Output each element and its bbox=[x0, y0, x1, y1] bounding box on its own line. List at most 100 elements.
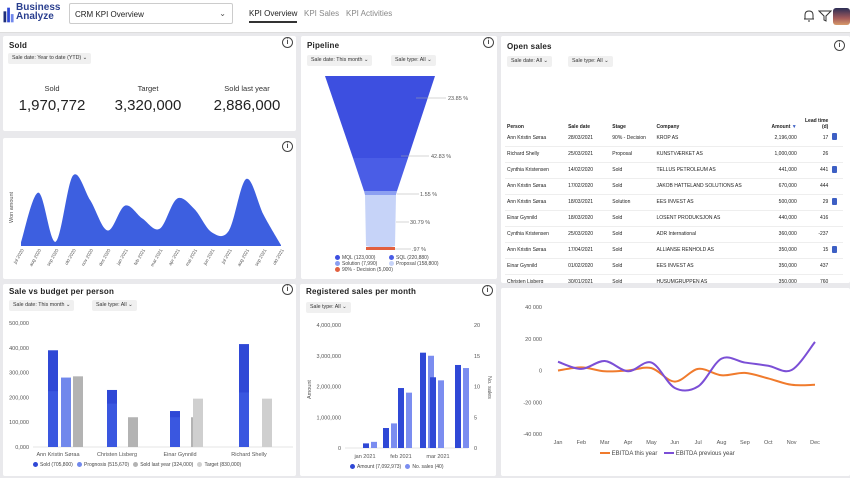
table-row[interactable]: Ann Kristin Søraa 17/02/2020 Sold JAKOB HAT… bbox=[505, 178, 843, 195]
document-icon[interactable] bbox=[832, 197, 838, 205]
bar-amount[interactable] bbox=[383, 428, 389, 448]
bar-no-sales[interactable] bbox=[463, 368, 469, 448]
table-cell: Sold bbox=[610, 210, 655, 227]
table-cell-doc bbox=[830, 226, 843, 243]
registered-sales-panel: Registered sales per month i Sale type: … bbox=[300, 284, 496, 476]
funnel-pct-3: 1.55 % bbox=[420, 192, 437, 198]
y-tick-label: 0 bbox=[338, 446, 341, 452]
table-row[interactable]: Einar Gynnild 18/03/2020 Sold LOSENT PRODUK… bbox=[505, 210, 843, 227]
tab-kpi-overview[interactable]: KPI Overview bbox=[249, 9, 298, 23]
bar-no-sales[interactable] bbox=[371, 441, 377, 448]
bar-target[interactable] bbox=[262, 398, 272, 447]
ebitda-chart: 40 000 20 000 0 -20 000 -40 000 Jan Feb Mar Apr M… bbox=[523, 305, 820, 446]
table-row[interactable]: Christen Lisberg 30/01/2021 Sold HUSUMGRUPP… bbox=[505, 274, 843, 283]
bar-prognosis[interactable] bbox=[107, 403, 117, 447]
table-cell: 441 bbox=[798, 162, 831, 179]
won-amount-panel: i Won amount jul 2020 aug 2020 sep 2020 okt… bbox=[3, 138, 296, 279]
col-amount[interactable]: Amount ▼ bbox=[771, 124, 797, 130]
document-icon[interactable] bbox=[832, 245, 838, 253]
tab-kpi-sales[interactable]: KPI Sales bbox=[304, 9, 340, 18]
table-cell: 670,000 bbox=[762, 178, 799, 195]
table-row[interactable]: Ann Kristin Søraa 28/03/2021 90% - Decisio… bbox=[505, 130, 843, 147]
table-cell: KROP AS bbox=[654, 130, 763, 147]
info-icon[interactable]: i bbox=[282, 284, 293, 295]
table-cell: 350,000 bbox=[762, 258, 799, 275]
bar-sold-last-year[interactable] bbox=[128, 417, 138, 447]
budget-date-filter[interactable]: Sale date: This month ⌄ bbox=[9, 300, 75, 311]
info-icon[interactable]: i bbox=[834, 40, 845, 51]
budget-chart: 500,000 400,000 300,000 200,000 100,000 0,000… bbox=[9, 321, 293, 458]
info-icon[interactable]: i bbox=[282, 141, 293, 152]
bell-icon[interactable] bbox=[802, 9, 816, 23]
filter-icon[interactable] bbox=[818, 9, 832, 23]
bar-amount[interactable] bbox=[420, 352, 426, 448]
table-cell: Ann Kristin Søraa bbox=[505, 178, 567, 195]
budget-legend: Sold (705,800) Prognosis (515,670) Sold … bbox=[33, 462, 241, 468]
bar-amount[interactable] bbox=[430, 377, 436, 448]
x-tick-label: jan 2021 bbox=[353, 454, 375, 460]
table-cell: EES INVEST AS bbox=[654, 258, 763, 275]
document-icon[interactable] bbox=[832, 165, 838, 173]
table-cell: Cynthia Kristensen bbox=[505, 226, 567, 243]
bar-sold-last-year[interactable] bbox=[61, 377, 71, 447]
table-row[interactable]: Ann Kristin Søraa 18/03/2021 Solution EES I… bbox=[505, 194, 843, 211]
tab-kpi-activities[interactable]: KPI Activities bbox=[346, 9, 393, 18]
table-cell: HUSUMGRUPPEN AS bbox=[654, 274, 763, 283]
table-row[interactable]: Cynthia Kristensen 14/02/2020 Sold TELLUS P… bbox=[505, 162, 843, 179]
bar-prognosis[interactable] bbox=[170, 417, 180, 447]
col-lead-time[interactable]: Lead time (d) bbox=[804, 118, 829, 130]
funnel-pct-1: 23.85 % bbox=[448, 96, 468, 102]
open-sales-date-filter[interactable]: Sale date: All ⌄ bbox=[507, 56, 552, 67]
pipeline-date-filter[interactable]: Sale date: This month ⌄ bbox=[307, 55, 373, 66]
kpi-sold-value: 1,970,772 bbox=[18, 97, 86, 114]
x-tick-label: mai 2021 bbox=[184, 248, 198, 267]
col-person[interactable]: Person bbox=[507, 124, 524, 130]
bar-no-sales[interactable] bbox=[406, 392, 412, 448]
bar-amount[interactable] bbox=[455, 364, 461, 448]
info-icon[interactable]: i bbox=[282, 37, 293, 48]
bar-prognosis[interactable] bbox=[239, 392, 249, 447]
table-cell: TELLUS PETROLEUM AS bbox=[654, 162, 763, 179]
table-row[interactable]: Einar Gynnild 01/02/2020 Sold EES INVEST AS… bbox=[505, 258, 843, 275]
x-tick-label: jul 2021 bbox=[220, 248, 233, 266]
pipeline-title: Pipeline bbox=[307, 41, 340, 50]
bar-prognosis[interactable] bbox=[48, 391, 58, 447]
bar-amount[interactable] bbox=[398, 388, 404, 448]
col-stage[interactable]: Stage bbox=[612, 124, 626, 130]
y2-tick-label: 15 bbox=[474, 354, 480, 360]
budget-type-filter[interactable]: Sale type: All ⌄ bbox=[92, 300, 137, 311]
budget-title: Sale vs budget per person bbox=[9, 287, 115, 296]
sold-date-filter[interactable]: Sale date: Year to date (YTD) ⌄ bbox=[8, 53, 92, 64]
table-cell-doc bbox=[830, 162, 843, 179]
dashboard-selector[interactable]: CRM KPI Overview ⌄ bbox=[69, 3, 233, 24]
registered-type-filter[interactable]: Sale type: All ⌄ bbox=[306, 302, 351, 313]
x-tick-label: sep 2020 bbox=[46, 248, 60, 267]
table-row[interactable]: Richard Shelly 25/03/2021 Proposal KUNSTVÆR… bbox=[505, 146, 843, 163]
info-icon[interactable]: i bbox=[483, 37, 494, 48]
table-row[interactable]: Cynthia Kristensen 25/03/2020 Sold ADR Inte… bbox=[505, 226, 843, 243]
table-cell: 29 bbox=[798, 194, 831, 211]
bar-no-sales[interactable] bbox=[391, 423, 397, 448]
funnel-stage-sql bbox=[353, 158, 408, 191]
funnel-stage-proposal bbox=[365, 195, 396, 248]
ebitda-legend: EBITDA this year EBITDA previous year bbox=[600, 451, 735, 457]
table-row[interactable]: Ann Kristin Søraa 17/04/2021 Sold ALLIANSE … bbox=[505, 242, 843, 259]
table-cell: 760 bbox=[798, 274, 831, 283]
document-icon[interactable] bbox=[832, 133, 838, 141]
bar-target[interactable] bbox=[73, 376, 83, 447]
info-icon[interactable]: i bbox=[482, 285, 493, 296]
y-tick-label: 0,000 bbox=[15, 445, 29, 451]
bar-target[interactable] bbox=[193, 398, 203, 447]
logo-icon bbox=[3, 7, 14, 23]
table-cell: Sold bbox=[610, 162, 655, 179]
col-company[interactable]: Company bbox=[656, 124, 680, 130]
bar-no-sales[interactable] bbox=[438, 380, 444, 448]
col-sale-date[interactable]: Sale date bbox=[568, 124, 591, 130]
open-sales-type-filter[interactable]: Sale type: All ⌄ bbox=[568, 56, 613, 67]
pipeline-type-filter[interactable]: Sale type: All ⌄ bbox=[391, 55, 436, 66]
x-tick-label: okt 2021 bbox=[272, 248, 285, 266]
x-tick-label: Aug bbox=[717, 440, 727, 446]
avatar[interactable] bbox=[833, 8, 850, 25]
bar-amount[interactable] bbox=[363, 443, 369, 448]
table-cell: 28/03/2021 bbox=[566, 130, 611, 147]
